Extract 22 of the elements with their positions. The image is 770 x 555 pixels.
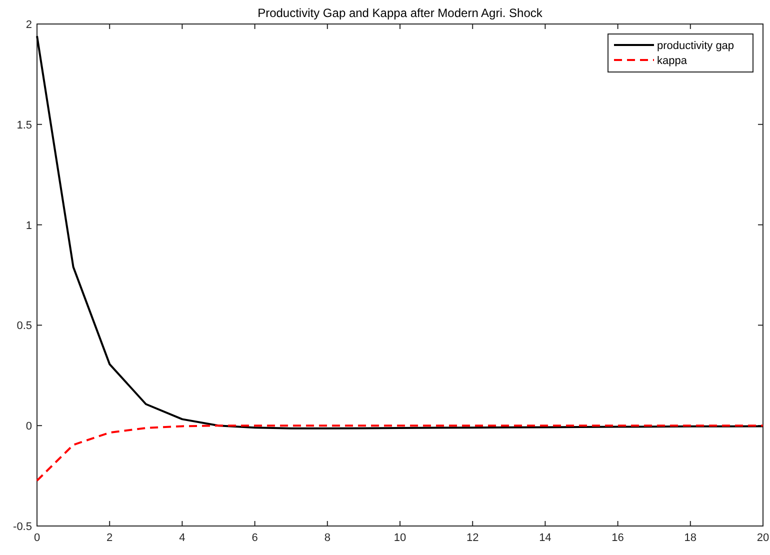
chart-title: Productivity Gap and Kappa after Modern Agri. Shock [258, 6, 544, 20]
line-series [36, 424, 764, 482]
y-tick-label: 1.5 [16, 119, 32, 132]
x-tick-label: 14 [539, 532, 552, 544]
x-tick-label: 16 [612, 532, 624, 544]
x-tick-label: 18 [684, 532, 697, 544]
x-tick-label: 6 [252, 532, 258, 544]
y-tick-label: 0 [26, 420, 32, 433]
y-tick-label: 2 [26, 19, 32, 31]
legend-label: productivity gap [657, 40, 734, 52]
x-tick-label: 2 [106, 532, 113, 544]
x-tick-label: 0 [34, 532, 40, 544]
y-tick-label: -0.5 [13, 521, 32, 533]
x-tick-label: 4 [179, 532, 186, 544]
x-tick-label: 20 [756, 532, 770, 544]
x-tick-label: 12 [466, 532, 479, 544]
x-tick-label: 8 [324, 532, 330, 544]
x-tick-label: 10 [394, 532, 406, 544]
y-tick-label: 1 [26, 220, 32, 232]
y-tick-label: 0.5 [16, 320, 32, 332]
legend-label: kappa [657, 55, 688, 67]
line-series [36, 35, 764, 430]
